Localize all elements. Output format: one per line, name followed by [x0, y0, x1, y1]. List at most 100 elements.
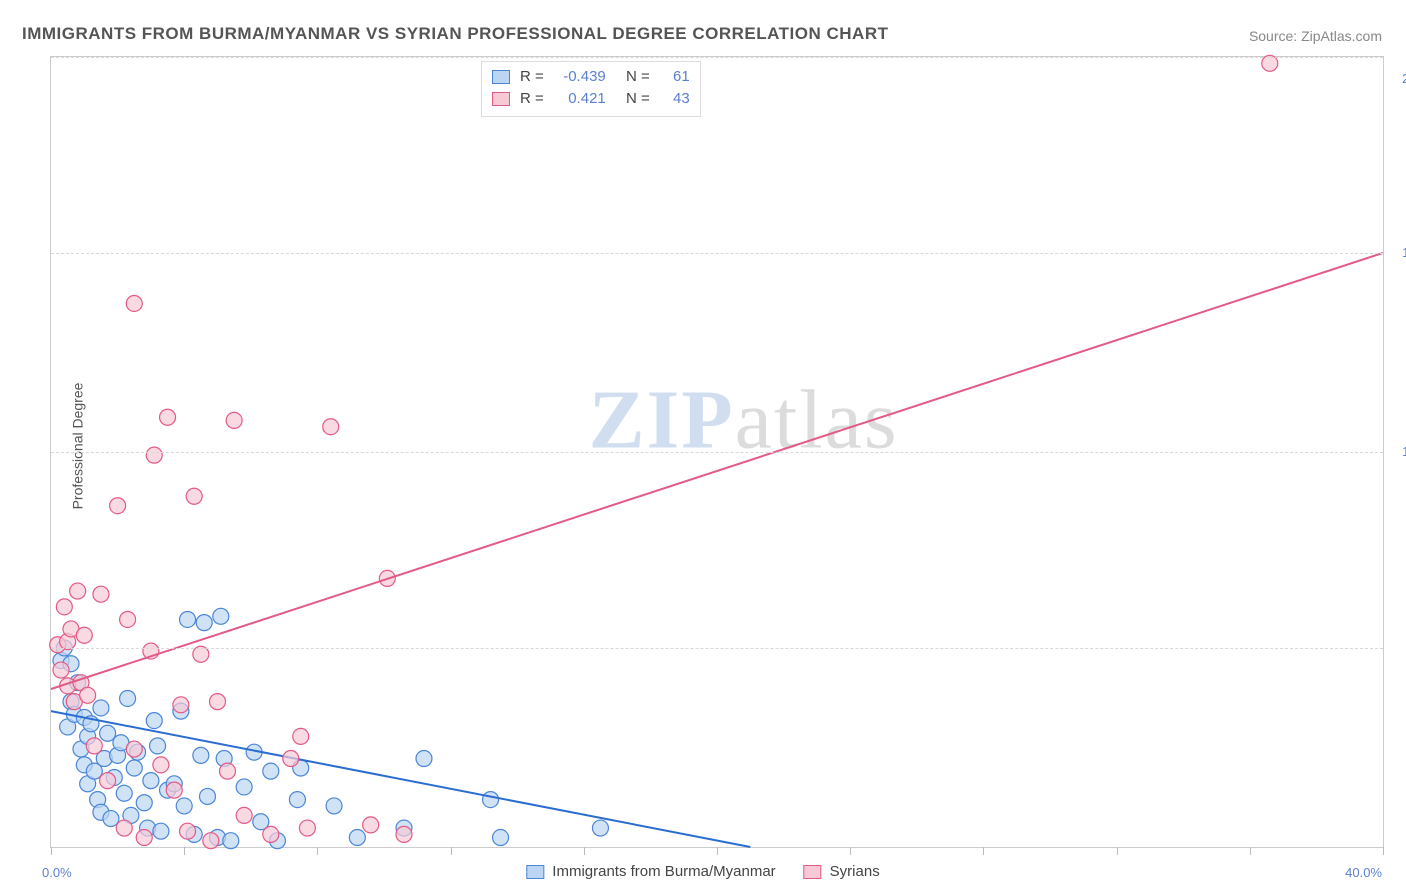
legend-swatch [492, 70, 510, 84]
scatter-point [126, 295, 142, 311]
scatter-point [493, 830, 509, 846]
x-tick [1383, 847, 1384, 855]
scatter-point [153, 757, 169, 773]
legend-n-label: N = [626, 88, 650, 110]
scatter-point [120, 611, 136, 627]
scatter-point [53, 662, 69, 678]
scatter-point [223, 833, 239, 849]
scatter-point [226, 412, 242, 428]
scatter-point [193, 747, 209, 763]
legend-swatch [492, 92, 510, 106]
scatter-point [153, 823, 169, 839]
scatter-point [323, 419, 339, 435]
x-tick [51, 847, 52, 855]
scatter-point [110, 498, 126, 514]
legend-series-item: Syrians [804, 863, 880, 880]
source-attribution: Source: ZipAtlas.com [1249, 28, 1382, 44]
scatter-point [213, 608, 229, 624]
scatter-point [173, 697, 189, 713]
scatter-point [116, 820, 132, 836]
scatter-point [299, 820, 315, 836]
scatter-point [416, 751, 432, 767]
scatter-point [150, 738, 166, 754]
scatter-point [326, 798, 342, 814]
scatter-point [263, 826, 279, 842]
legend-r-label: R = [520, 66, 544, 88]
scatter-point [483, 792, 499, 808]
scatter-point [180, 611, 196, 627]
source-label: Source: [1249, 28, 1297, 44]
x-tick [717, 847, 718, 855]
scatter-point [146, 447, 162, 463]
source-link[interactable]: ZipAtlas.com [1301, 28, 1382, 44]
scatter-point [93, 586, 109, 602]
scatter-point [200, 788, 216, 804]
legend-stats-row: R = -0.439 N = 61 [492, 66, 690, 88]
scatter-point [120, 690, 136, 706]
scatter-point [236, 779, 252, 795]
legend-r-value: 0.421 [554, 88, 606, 110]
legend-series-item: Immigrants from Burma/Myanmar [526, 863, 775, 880]
regression-line [51, 253, 1383, 689]
scatter-point [56, 599, 72, 615]
scatter-point [126, 741, 142, 757]
scatter-point [180, 823, 196, 839]
scatter-point [80, 687, 96, 703]
scatter-point [349, 830, 365, 846]
scatter-point [116, 785, 132, 801]
scatter-point [289, 792, 305, 808]
x-tick [584, 847, 585, 855]
legend-n-value: 43 [660, 88, 690, 110]
y-tick-label: 12.5% [1402, 444, 1406, 459]
legend-series-label: Syrians [830, 863, 880, 880]
scatter-point [219, 763, 235, 779]
legend-swatch [526, 865, 544, 879]
x-tick [1117, 847, 1118, 855]
legend-stats-box: R = -0.439 N = 61 R = 0.421 N = 43 [481, 61, 701, 117]
scatter-point [263, 763, 279, 779]
scatter-point [396, 826, 412, 842]
scatter-point [210, 694, 226, 710]
x-tick [451, 847, 452, 855]
scatter-point [136, 795, 152, 811]
grid-line [51, 452, 1383, 453]
scatter-point [160, 409, 176, 425]
scatter-point [100, 773, 116, 789]
legend-r-label: R = [520, 88, 544, 110]
y-tick-label: 25.0% [1402, 71, 1406, 86]
scatter-point [363, 817, 379, 833]
scatter-point [76, 627, 92, 643]
x-axis-min-label: 0.0% [42, 865, 72, 880]
scatter-point [136, 830, 152, 846]
y-tick-label: 18.8% [1402, 245, 1406, 260]
legend-series-label: Immigrants from Burma/Myanmar [552, 863, 775, 880]
x-tick [983, 847, 984, 855]
scatter-point [146, 713, 162, 729]
scatter-point [70, 583, 86, 599]
x-tick [850, 847, 851, 855]
legend-n-label: N = [626, 66, 650, 88]
scatter-point [143, 773, 159, 789]
legend-series: Immigrants from Burma/Myanmar Syrians [526, 863, 879, 880]
scatter-point [236, 807, 252, 823]
scatter-point [196, 615, 212, 631]
scatter-point [126, 760, 142, 776]
scatter-point [93, 700, 109, 716]
legend-swatch [804, 865, 822, 879]
scatter-point [86, 738, 102, 754]
grid-line [51, 57, 1383, 58]
x-tick [184, 847, 185, 855]
scatter-point [100, 725, 116, 741]
chart-title: IMMIGRANTS FROM BURMA/MYANMAR VS SYRIAN … [22, 24, 889, 44]
scatter-point [592, 820, 608, 836]
scatter-point [176, 798, 192, 814]
grid-line [51, 253, 1383, 254]
scatter-point [203, 833, 219, 849]
legend-r-value: -0.439 [554, 66, 606, 88]
legend-stats-row: R = 0.421 N = 43 [492, 88, 690, 110]
scatter-point [293, 728, 309, 744]
scatter-point [103, 811, 119, 827]
legend-n-value: 61 [660, 66, 690, 88]
chart-plot-area: ZIPatlas R =-0.439 N =61 R =0.421 N =43 … [50, 56, 1384, 848]
scatter-point [283, 751, 299, 767]
